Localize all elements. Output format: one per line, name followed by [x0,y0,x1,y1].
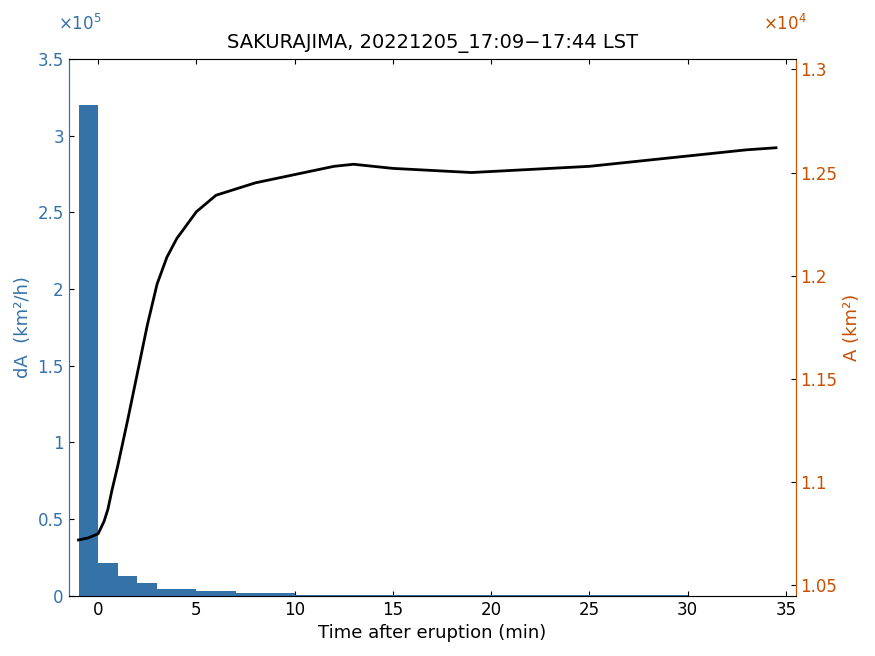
Y-axis label: dA  (km²/h): dA (km²/h) [14,276,31,379]
Bar [79,105,98,596]
Text: $\times10^4$: $\times10^4$ [763,14,807,34]
Bar [98,564,118,596]
Bar [235,592,295,596]
Text: $\times10^5$: $\times10^5$ [58,14,102,34]
Bar [137,583,158,596]
Y-axis label: A (km²): A (km²) [844,294,861,361]
Bar [158,589,196,596]
Bar [196,591,235,596]
X-axis label: Time after eruption (min): Time after eruption (min) [318,624,546,642]
Bar [118,576,137,596]
Bar [295,595,393,596]
Title: SAKURAJIMA, 20221205_17:09−17:44 LST: SAKURAJIMA, 20221205_17:09−17:44 LST [227,34,638,53]
